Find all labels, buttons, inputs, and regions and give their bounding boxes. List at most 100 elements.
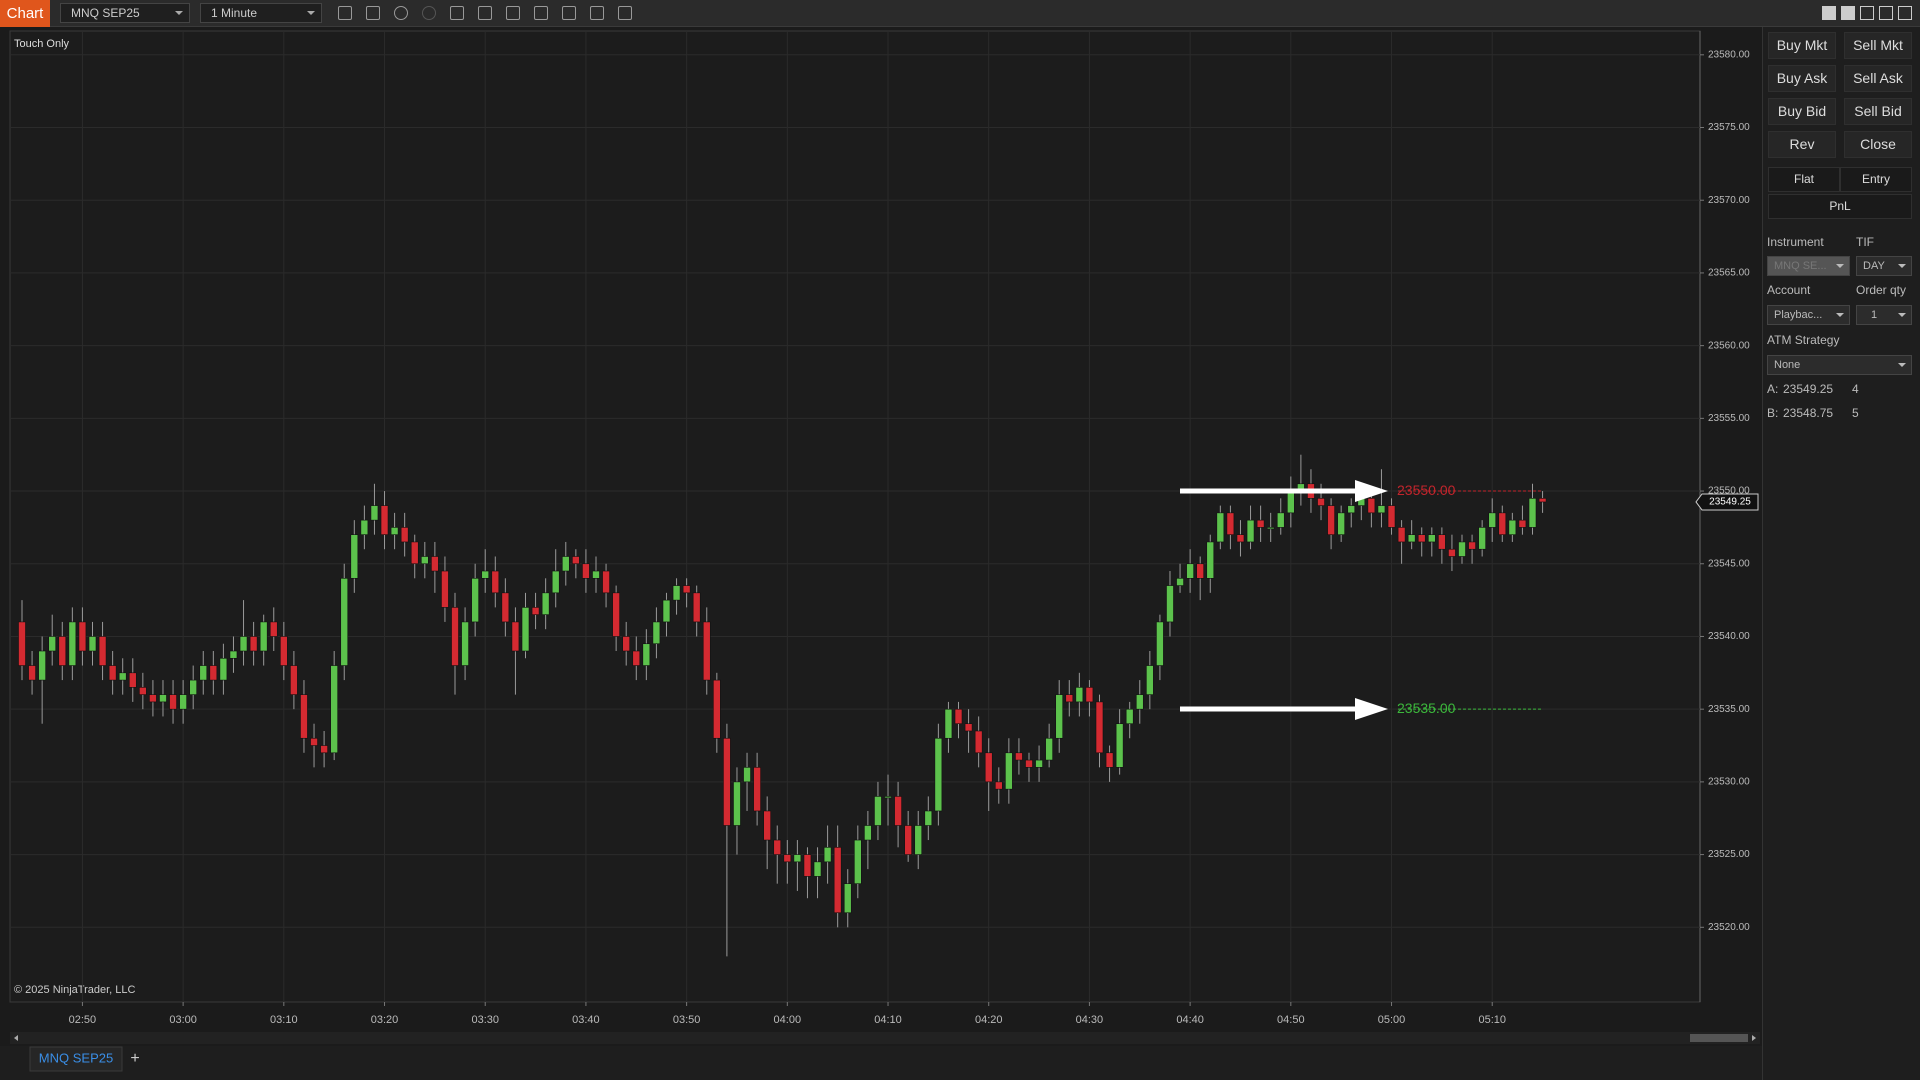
tool-icon[interactable] xyxy=(450,6,464,20)
tab-button[interactable]: Entry xyxy=(1840,167,1912,192)
app-tag: Chart xyxy=(0,0,50,27)
add-tab[interactable]: + xyxy=(130,1050,139,1067)
candle-body xyxy=(864,825,872,841)
scrollbar[interactable] xyxy=(10,1032,1760,1044)
button[interactable]: Sell Mkt xyxy=(1844,32,1912,59)
tool-icon[interactable] xyxy=(422,6,436,20)
candle-body xyxy=(723,737,731,826)
tab-button[interactable]: Flat xyxy=(1768,167,1840,192)
x-tick-label: 03:20 xyxy=(371,1014,399,1026)
copyright: © 2025 NinjaTrader, LLC xyxy=(14,984,135,996)
candle-body xyxy=(1417,534,1426,543)
tool-icon[interactable] xyxy=(366,6,380,20)
candle-body xyxy=(813,861,822,877)
button[interactable]: Buy Ask xyxy=(1768,65,1836,92)
candle-body xyxy=(904,825,912,855)
atm-select[interactable]: None xyxy=(1767,355,1912,375)
scroll-right[interactable] xyxy=(1752,1035,1756,1041)
candle-body xyxy=(1025,759,1033,768)
window-button[interactable] xyxy=(1822,6,1836,20)
candle-body xyxy=(1387,505,1396,528)
scroll-thumb[interactable] xyxy=(1690,1034,1748,1042)
x-tick-label: 05:10 xyxy=(1478,1014,1506,1026)
candle-body xyxy=(1035,759,1043,768)
tool-icon[interactable] xyxy=(590,6,604,20)
candle-body xyxy=(944,708,953,739)
candle-body xyxy=(18,621,26,666)
tool-icon[interactable] xyxy=(562,6,576,20)
candle-body xyxy=(914,825,923,855)
candle-body xyxy=(149,694,157,703)
y-tick-label: 23530.00 xyxy=(1708,777,1750,788)
instrument-select[interactable]: MNQ SE... xyxy=(1767,256,1850,276)
qty-input[interactable]: 1 xyxy=(1856,305,1912,325)
candle-body xyxy=(169,694,177,710)
scroll-left[interactable] xyxy=(14,1035,18,1041)
y-tick-label: 23565.00 xyxy=(1708,268,1750,279)
candle-body xyxy=(1538,498,1547,503)
tif-select[interactable]: DAY xyxy=(1856,256,1912,276)
label: Order qty xyxy=(1856,283,1907,297)
candle-body xyxy=(1226,512,1235,535)
button[interactable]: Rev xyxy=(1768,131,1836,158)
candle-body xyxy=(531,607,540,615)
minimize[interactable] xyxy=(1860,6,1874,20)
tool-icon[interactable] xyxy=(618,6,632,20)
button[interactable]: Buy Mkt xyxy=(1768,32,1836,59)
button[interactable]: Buy Bid xyxy=(1768,98,1836,125)
candle-body xyxy=(1045,737,1053,761)
bid-price: 23548.75 xyxy=(1783,406,1834,420)
tool-icon[interactable] xyxy=(394,6,408,20)
candle-body xyxy=(521,607,530,652)
candle-body xyxy=(541,592,550,615)
candle-body xyxy=(561,556,570,572)
candle-body xyxy=(753,767,761,812)
x-tick-label: 04:00 xyxy=(774,1014,802,1026)
candle-body xyxy=(88,636,97,652)
candle-body xyxy=(1468,541,1476,550)
pnl[interactable]: PnL xyxy=(1768,194,1912,219)
account-select[interactable]: Playbac... xyxy=(1767,305,1850,325)
button[interactable]: Sell Bid xyxy=(1844,98,1912,125)
candle-body xyxy=(924,810,933,826)
tab-label[interactable]: MNQ SEP25 xyxy=(39,1050,113,1065)
candle-body xyxy=(662,599,671,623)
tool-icon[interactable] xyxy=(478,6,492,20)
x-tick-label: 05:00 xyxy=(1378,1014,1406,1026)
candle-body xyxy=(984,752,993,783)
x-tick-label: 04:30 xyxy=(1076,1014,1104,1026)
interval-select[interactable]: 1 Minute xyxy=(200,3,322,23)
tab[interactable] xyxy=(29,1046,123,1072)
candle-body xyxy=(420,556,429,565)
button[interactable]: Sell Ask xyxy=(1844,65,1912,92)
candle-body xyxy=(199,665,208,681)
candle-body xyxy=(68,621,77,666)
candle-body xyxy=(400,527,409,543)
price-marker-label: 23549.25 xyxy=(1709,497,1751,508)
tool-icon[interactable] xyxy=(506,6,520,20)
candle-body xyxy=(682,585,691,594)
window-button[interactable] xyxy=(1841,6,1855,20)
candle-body xyxy=(783,854,792,863)
candle-body xyxy=(511,621,520,652)
candle-body xyxy=(390,527,399,535)
tool-icon[interactable] xyxy=(338,6,352,20)
close-window[interactable] xyxy=(1898,6,1912,20)
candle-body xyxy=(58,636,67,666)
price-level-label: 23535.00 xyxy=(1397,700,1456,716)
annotation: Touch Only xyxy=(14,38,70,50)
candle-body xyxy=(1438,534,1446,550)
candle-body xyxy=(471,578,479,623)
instrument-select[interactable]: MNQ SEP25 xyxy=(60,3,190,23)
candle-body xyxy=(672,585,681,601)
button[interactable]: Close xyxy=(1844,131,1912,158)
candle-body xyxy=(582,563,590,579)
candle-body xyxy=(1156,621,1164,666)
candle-body xyxy=(1317,498,1325,506)
tool-icon[interactable] xyxy=(534,6,548,20)
candle-body xyxy=(290,665,298,695)
candle-body xyxy=(974,730,983,754)
candle-body xyxy=(1327,505,1335,535)
maximize[interactable] xyxy=(1879,6,1893,20)
